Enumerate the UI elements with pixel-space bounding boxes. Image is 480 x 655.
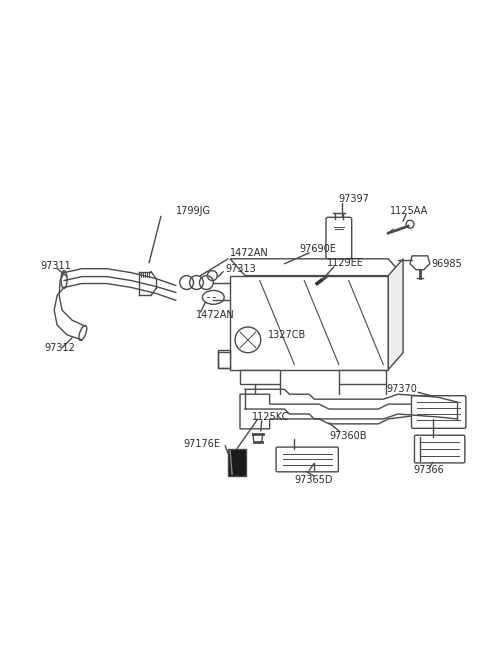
Polygon shape xyxy=(428,404,457,414)
Polygon shape xyxy=(230,259,403,276)
Text: 1472AN: 1472AN xyxy=(195,310,234,320)
Text: 97690E: 97690E xyxy=(300,244,336,254)
Text: 97366: 97366 xyxy=(413,465,444,476)
FancyBboxPatch shape xyxy=(326,217,352,259)
FancyBboxPatch shape xyxy=(228,449,246,476)
Text: 1125KC: 1125KC xyxy=(252,412,289,422)
Text: 97312: 97312 xyxy=(44,343,75,353)
Text: 97360B: 97360B xyxy=(329,431,366,441)
FancyBboxPatch shape xyxy=(414,435,465,463)
Text: 96985: 96985 xyxy=(432,259,463,269)
Text: 1799JG: 1799JG xyxy=(176,206,211,216)
Text: 1472AN: 1472AN xyxy=(230,248,269,258)
Text: 97365D: 97365D xyxy=(294,476,333,485)
FancyBboxPatch shape xyxy=(411,396,466,428)
Text: 97311: 97311 xyxy=(40,261,71,271)
Polygon shape xyxy=(240,394,428,429)
Text: 97370: 97370 xyxy=(386,384,417,394)
Polygon shape xyxy=(218,350,230,367)
Polygon shape xyxy=(388,259,403,369)
Polygon shape xyxy=(240,369,279,384)
Text: 97176E: 97176E xyxy=(183,439,220,449)
Polygon shape xyxy=(230,276,388,369)
Text: 1129EE: 1129EE xyxy=(327,258,364,268)
Text: 97313: 97313 xyxy=(225,264,256,274)
Text: 1327CB: 1327CB xyxy=(268,330,306,340)
Text: 1125AA: 1125AA xyxy=(390,206,429,216)
FancyBboxPatch shape xyxy=(276,447,338,472)
Text: 97397: 97397 xyxy=(339,195,370,204)
Polygon shape xyxy=(410,256,430,270)
Polygon shape xyxy=(339,369,386,384)
